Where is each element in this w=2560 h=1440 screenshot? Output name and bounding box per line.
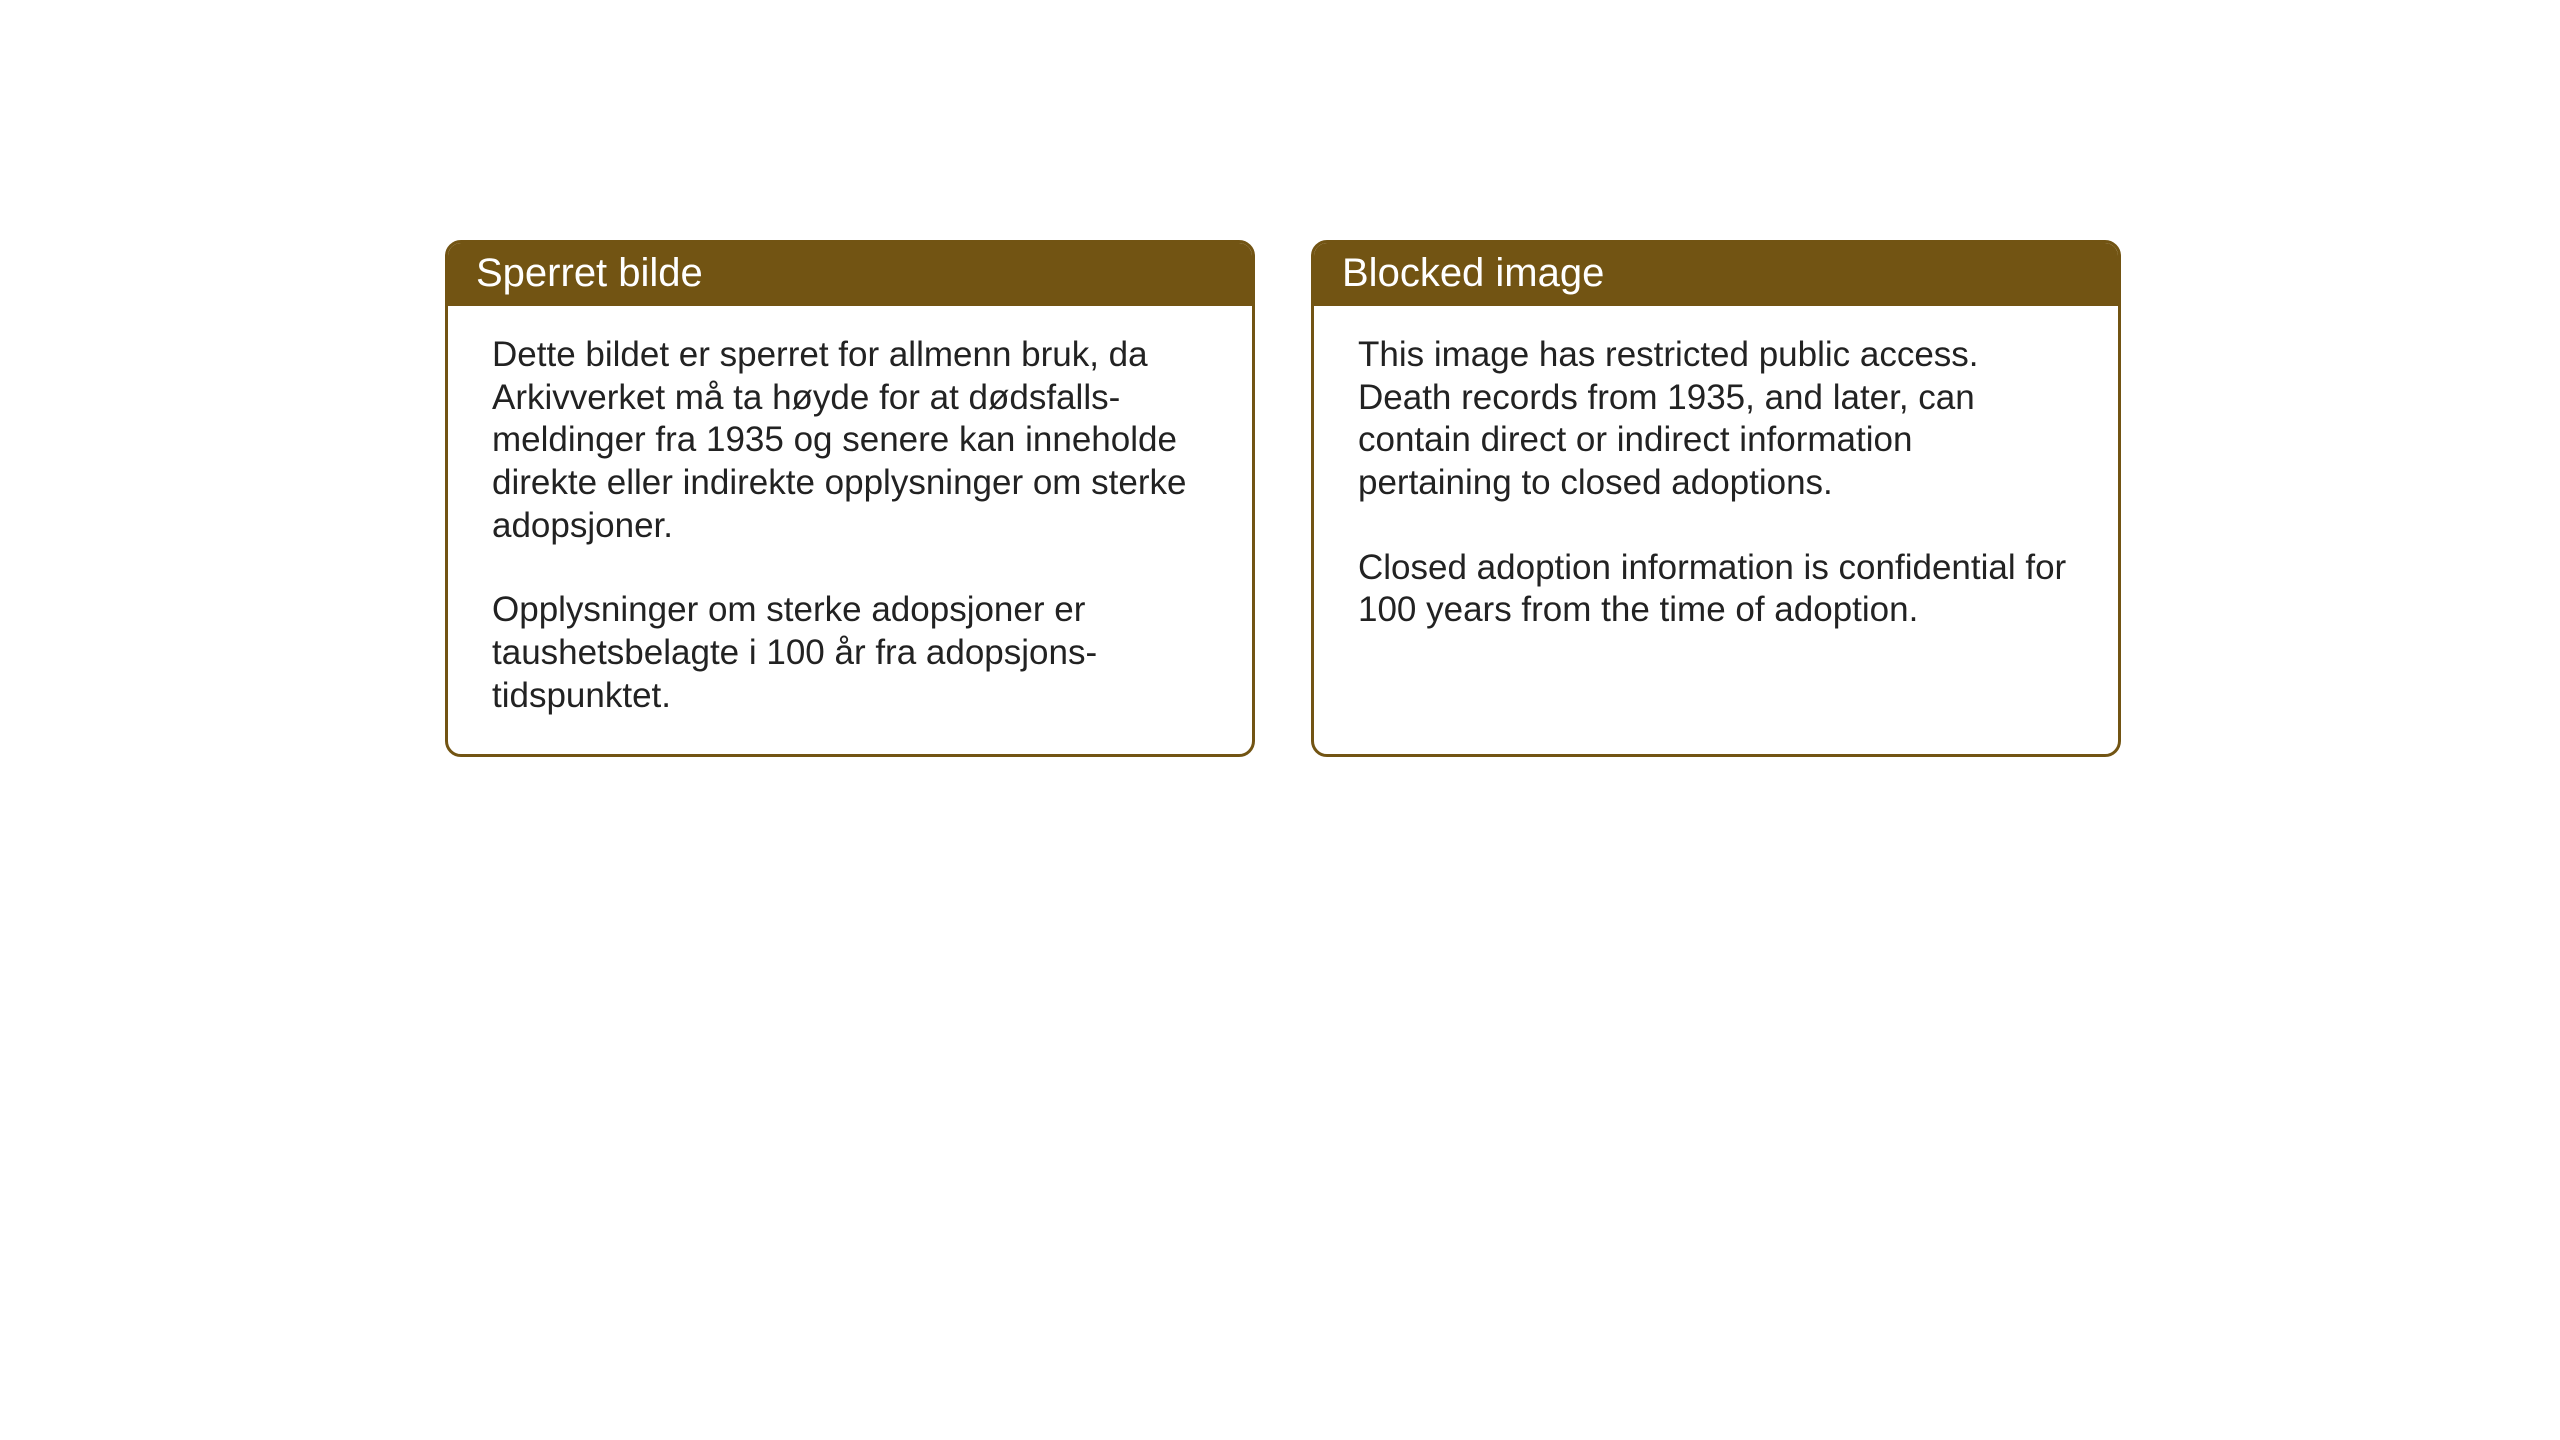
notice-body-norwegian: Dette bildet er sperret for allmenn bruk… — [448, 306, 1252, 754]
notice-paragraph-1-norwegian: Dette bildet er sperret for allmenn bruk… — [492, 334, 1208, 547]
notice-header-norwegian: Sperret bilde — [448, 243, 1252, 306]
notice-paragraph-2-english: Closed adoption information is confident… — [1358, 547, 2074, 632]
notice-paragraph-2-norwegian: Opplysninger om sterke adopsjoner er tau… — [492, 589, 1208, 717]
notice-header-english: Blocked image — [1314, 243, 2118, 306]
notice-box-norwegian: Sperret bilde Dette bildet er sperret fo… — [445, 240, 1255, 757]
notice-box-english: Blocked image This image has restricted … — [1311, 240, 2121, 757]
notice-container: Sperret bilde Dette bildet er sperret fo… — [0, 0, 2560, 757]
notice-paragraph-1-english: This image has restricted public access.… — [1358, 334, 2074, 505]
notice-body-english: This image has restricted public access.… — [1314, 306, 2118, 668]
